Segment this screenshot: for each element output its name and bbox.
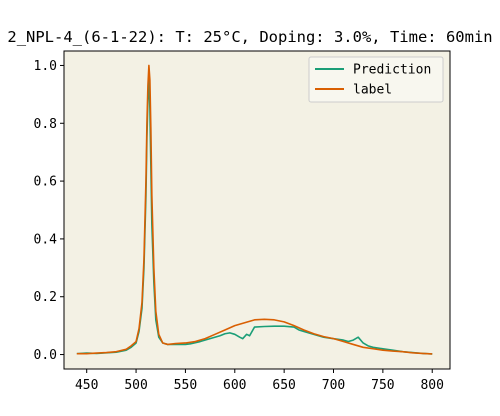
y-tick-label: 0.4 (34, 232, 58, 247)
y-tick-label: 0.2 (34, 290, 57, 305)
x-tick-label: 650 (272, 378, 295, 393)
x-tick-label: 450 (75, 378, 98, 393)
x-axis: 450 500 550 600 650 700 750 800 (75, 369, 444, 393)
y-tick-label: 1.0 (34, 59, 57, 74)
x-tick-label: 700 (322, 378, 345, 393)
x-tick-label: 500 (124, 378, 147, 393)
x-tick-label: 550 (174, 378, 197, 393)
x-tick-label: 800 (420, 378, 443, 393)
x-tick-label: 600 (223, 378, 246, 393)
y-tick-label: 0.6 (34, 175, 57, 190)
chart-title: 2_NPL-4_(6-1-22): T: 25°C, Doping: 3.0%,… (7, 28, 492, 46)
series-line-label (76, 64, 433, 355)
x-tick-label: 750 (371, 378, 394, 393)
y-tick-label: 0.8 (34, 117, 57, 132)
legend-label: Prediction (353, 63, 431, 78)
y-axis: 0.0 0.2 0.4 0.6 0.8 1.0 (34, 59, 64, 363)
plot-frame (63, 50, 451, 370)
plot-background (64, 51, 450, 369)
y-tick-label: 0.0 (34, 348, 57, 363)
legend: Prediction label (308, 56, 444, 103)
series-layer (76, 64, 433, 355)
legend-label: label (353, 83, 392, 98)
